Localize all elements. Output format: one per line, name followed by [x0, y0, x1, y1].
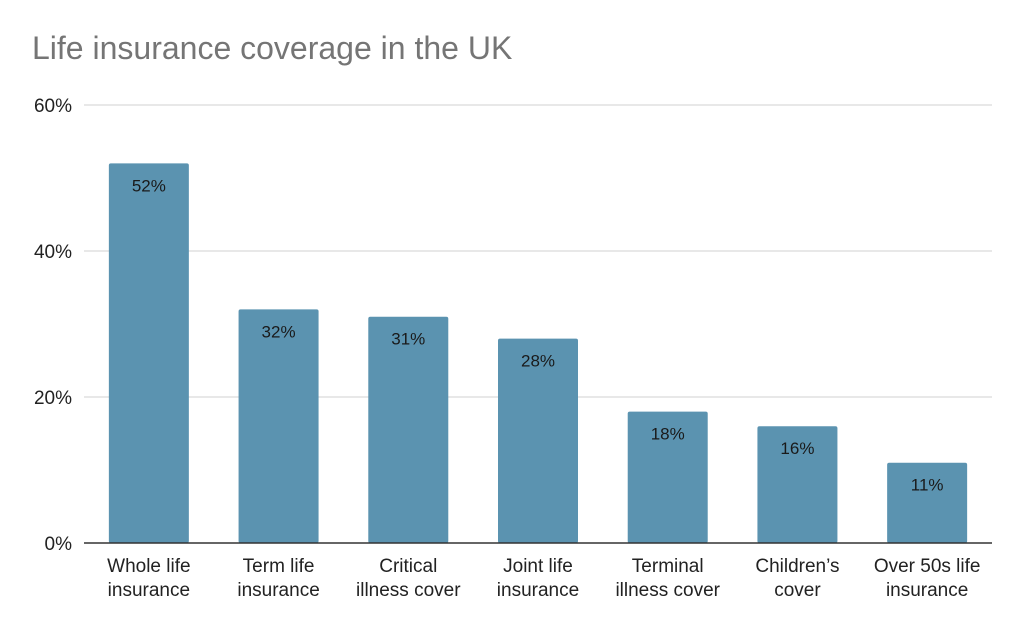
category-label-line: Term life: [243, 556, 315, 577]
bar-1: [108, 163, 189, 543]
y-tick-label: 60%: [34, 96, 72, 117]
category-label-line: illness cover: [615, 580, 720, 601]
y-tick-label: 0%: [45, 534, 73, 555]
category-label-6: Children’s cover: [755, 556, 839, 601]
data-label-6: 16%: [780, 439, 814, 458]
category-label-2: Term life insurance: [237, 556, 319, 601]
category-label-line: Critical: [379, 556, 437, 577]
category-label-line: Joint life: [503, 556, 573, 577]
category-label-7: Over 50s life insurance: [874, 556, 981, 601]
category-label-line: insurance: [886, 580, 968, 601]
data-label-2: 32%: [262, 322, 296, 341]
category-label-line: insurance: [237, 580, 319, 601]
bar-3: [368, 316, 449, 543]
data-label-7: 11%: [911, 476, 944, 495]
category-label-line: insurance: [108, 580, 190, 601]
category-label-5: Terminal illness cover: [615, 556, 720, 601]
category-label-line: Whole life: [107, 556, 190, 577]
category-label-line: illness cover: [356, 580, 461, 601]
bar-5: [627, 411, 708, 543]
bar-6: [757, 426, 838, 543]
data-label-4: 28%: [521, 352, 555, 371]
data-label-5: 18%: [651, 425, 685, 444]
category-label-line: cover: [774, 580, 821, 601]
category-label-4: Joint life insurance: [497, 556, 579, 601]
category-label-line: Children’s: [755, 556, 839, 577]
category-label-line: insurance: [497, 580, 579, 601]
data-label-3: 31%: [391, 330, 425, 349]
bar-4: [498, 338, 578, 543]
y-tick-label: 20%: [34, 388, 72, 409]
bar-2: [238, 309, 319, 543]
bar-7: [887, 462, 968, 543]
category-label-line: Over 50s life: [874, 556, 981, 577]
category-label-1: Whole life insurance: [107, 556, 190, 601]
y-tick-label: 40%: [34, 242, 72, 263]
category-label-3: Critical illness cover: [356, 556, 461, 601]
category-label-line: Terminal: [632, 556, 704, 577]
chart-title: Life insurance coverage in the UK: [32, 30, 513, 66]
data-label-1: 52%: [132, 176, 166, 195]
